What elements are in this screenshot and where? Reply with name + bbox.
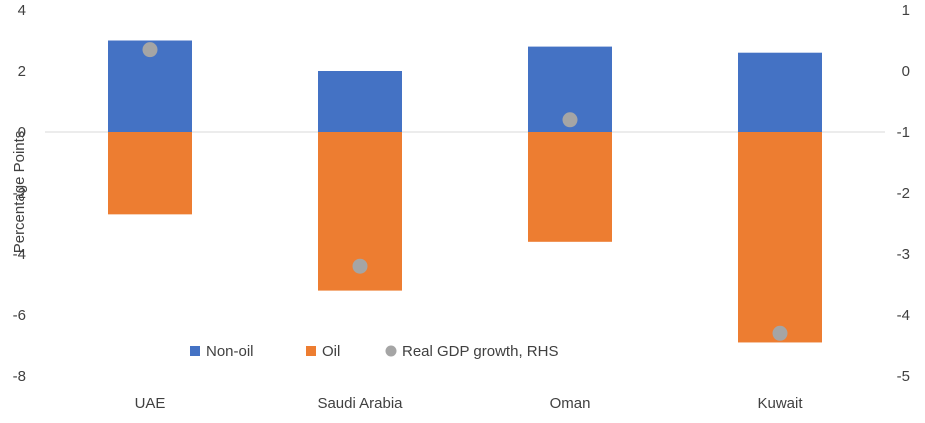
left-tick-label: 2 bbox=[18, 63, 26, 80]
legend-label-non-oil: Non-oil bbox=[206, 343, 254, 360]
category-label: Oman bbox=[550, 395, 591, 412]
bar-non-oil-kuwait bbox=[738, 52, 822, 133]
left-tick-label: -4 bbox=[13, 246, 26, 263]
category-label: Saudi Arabia bbox=[317, 395, 403, 412]
legend-swatch-oil bbox=[306, 346, 316, 356]
right-tick-label: -1 bbox=[897, 124, 910, 141]
left-tick-label: 4 bbox=[18, 2, 26, 19]
right-tick-label: -3 bbox=[897, 246, 910, 263]
right-tick-label: -5 bbox=[897, 368, 910, 385]
right-tick-label: 0 bbox=[902, 63, 910, 80]
point-gdp-uae bbox=[142, 42, 158, 58]
category-label: Kuwait bbox=[757, 395, 803, 412]
legend: Non-oil Oil Real GDP growth, RHS bbox=[190, 343, 558, 360]
bar-oil-oman bbox=[528, 132, 612, 242]
right-tick-label: -4 bbox=[897, 307, 910, 324]
points-group bbox=[142, 42, 788, 341]
y-axis-label: Percentage Points bbox=[11, 131, 28, 254]
legend-swatch-non-oil bbox=[190, 346, 200, 356]
right-axis-ticks: 1 0 -1 -2 -3 -4 -5 bbox=[897, 2, 910, 385]
left-tick-label: -8 bbox=[13, 368, 26, 385]
right-tick-label: -2 bbox=[897, 185, 910, 202]
left-tick-label: -6 bbox=[13, 307, 26, 324]
legend-label-oil: Oil bbox=[322, 343, 340, 360]
category-labels: UAE Saudi Arabia Oman Kuwait bbox=[135, 395, 804, 412]
left-tick-label: 0 bbox=[18, 124, 26, 141]
left-tick-label: -2 bbox=[13, 185, 26, 202]
legend-label-real-gdp-growth-rhs: Real GDP growth, RHS bbox=[402, 343, 558, 360]
bar-oil-uae bbox=[108, 132, 192, 215]
category-label: UAE bbox=[135, 395, 166, 412]
point-gdp-kuwait bbox=[772, 325, 788, 341]
left-axis-ticks: 4 2 0 -2 -4 -6 -8 bbox=[13, 2, 26, 385]
bar-non-oil-saudi-arabia bbox=[318, 71, 402, 132]
point-gdp-saudi-arabia bbox=[352, 258, 368, 274]
bar-oil-kuwait bbox=[738, 132, 822, 343]
right-tick-label: 1 bbox=[902, 2, 910, 19]
point-gdp-oman bbox=[562, 112, 578, 128]
bars-group bbox=[108, 40, 822, 343]
legend-marker-real-gdp-growth-rhs bbox=[385, 345, 397, 357]
